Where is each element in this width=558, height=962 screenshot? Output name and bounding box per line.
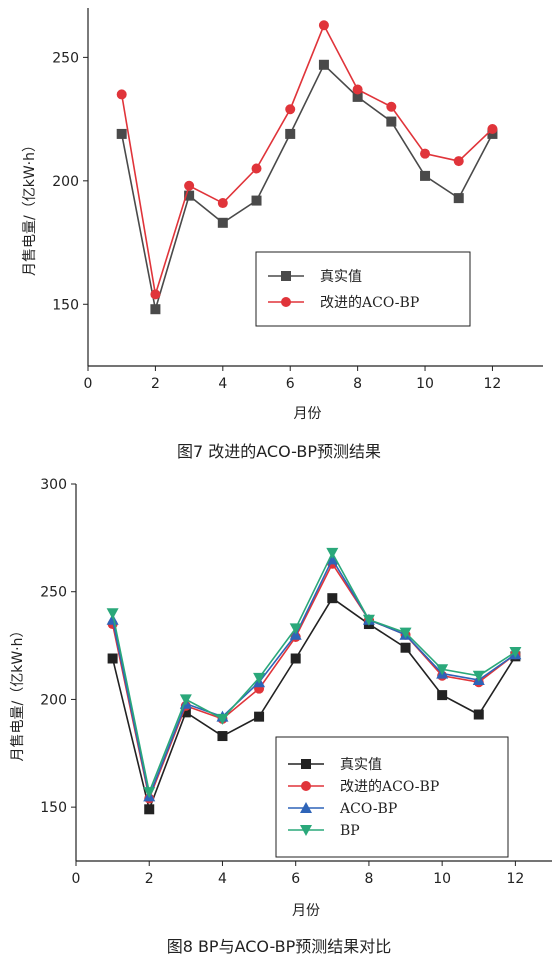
x-tick-label: 12 [484, 376, 502, 392]
x-tick-label: 10 [416, 376, 434, 392]
data-point [144, 804, 155, 815]
y-axis-title: 月售电量/（亿kW·h） [22, 138, 38, 276]
data-point [116, 128, 127, 139]
x-tick-label: 6 [286, 376, 295, 392]
x-axis-title: 月份 [292, 903, 320, 919]
legend-swatch-marker [281, 271, 291, 281]
data-point [436, 664, 449, 676]
data-point [254, 711, 265, 722]
series-line [120, 23, 493, 295]
y-axis-title: 月售电量/（亿kW·h） [10, 624, 26, 762]
data-point [472, 670, 485, 682]
data-point [487, 123, 498, 134]
data-point [179, 694, 192, 706]
data-point [216, 713, 229, 725]
data-point [116, 89, 127, 100]
data-point [473, 709, 484, 720]
data-point [184, 190, 195, 201]
data-point [437, 690, 448, 701]
data-point [285, 128, 296, 139]
y-tick-label: 250 [40, 585, 67, 601]
legend-label: 改进的ACO-BP [320, 295, 419, 311]
data-point [326, 547, 339, 559]
legend-box [255, 251, 471, 327]
data-point [318, 59, 329, 70]
data-point [327, 593, 338, 604]
series-line [111, 551, 516, 795]
legend-swatch-marker [301, 759, 311, 769]
data-point [362, 614, 375, 626]
series-line [111, 557, 516, 800]
data-point [453, 193, 464, 204]
x-tick-label: 10 [433, 871, 451, 887]
data-point [217, 731, 228, 742]
data-point [386, 101, 397, 112]
data-point [253, 672, 266, 684]
legend-label: ACO-BP [339, 801, 397, 817]
data-point [420, 148, 431, 159]
y-tick-label: 250 [52, 50, 79, 66]
data-point [386, 116, 397, 127]
figure-caption: 图7 改进的ACO-BP预测结果 [177, 442, 381, 461]
data-point [251, 163, 262, 174]
data-point [143, 787, 156, 799]
data-point [150, 304, 161, 315]
x-tick-label: 0 [84, 376, 93, 392]
legend-label: 真实值 [320, 269, 362, 285]
data-point [352, 84, 363, 95]
y-tick-label: 200 [52, 174, 79, 190]
x-tick-label: 4 [218, 376, 227, 392]
x-axis-title: 月份 [294, 406, 322, 422]
data-point [453, 156, 464, 167]
series-line [120, 63, 494, 310]
y-tick-label: 150 [40, 800, 67, 816]
data-point [217, 198, 228, 209]
series-1 [116, 59, 498, 315]
data-point [352, 91, 363, 102]
legend-swatch-marker [300, 825, 312, 836]
legend-swatch-marker [300, 802, 312, 813]
series-2 [116, 20, 498, 300]
data-point [150, 289, 161, 300]
y-tick-label: 200 [40, 692, 67, 708]
data-point [318, 20, 329, 31]
figure-caption: 图8 BP与ACO-BP预测结果对比 [167, 937, 392, 956]
x-tick-label: 2 [151, 376, 160, 392]
legend-label: 改进的ACO-BP [340, 779, 439, 795]
legend-label: BP [340, 823, 360, 839]
data-point [509, 647, 522, 659]
legend-label: 真实值 [340, 757, 382, 773]
x-tick-label: 0 [72, 871, 81, 887]
x-tick-label: 4 [218, 871, 227, 887]
data-point [180, 707, 191, 718]
chart-2: 0 2 4 6 8 10 12 150 200 250 300 月份 月售电量/（亿kW·h） 真实值改进… [10, 477, 552, 956]
series-4 [106, 547, 522, 799]
y-tick-label: 150 [52, 297, 79, 313]
x-tick-label: 12 [506, 871, 524, 887]
data-point [289, 623, 302, 635]
x-tick-label: 8 [353, 376, 362, 392]
data-point [290, 653, 301, 664]
legend-swatch-marker [301, 781, 311, 791]
x-tick-label: 6 [291, 871, 300, 887]
data-point [251, 195, 262, 206]
legend-box [275, 736, 509, 858]
series-line [111, 597, 517, 813]
data-point [400, 642, 411, 653]
data-point [107, 653, 118, 664]
data-point [285, 104, 296, 115]
data-point [184, 180, 195, 191]
x-tick-label: 8 [364, 871, 373, 887]
x-tick-label: 2 [145, 871, 154, 887]
data-point [399, 627, 412, 639]
data-point [217, 217, 228, 228]
legend-swatch-marker [281, 297, 291, 307]
chart-1: 0 2 4 6 8 10 12 150 200 250 月份 月售电量/（亿kW·h） 真实值改进的AC… [22, 8, 543, 461]
data-point [420, 170, 431, 181]
data-point [106, 608, 119, 620]
y-tick-label: 300 [40, 477, 67, 493]
